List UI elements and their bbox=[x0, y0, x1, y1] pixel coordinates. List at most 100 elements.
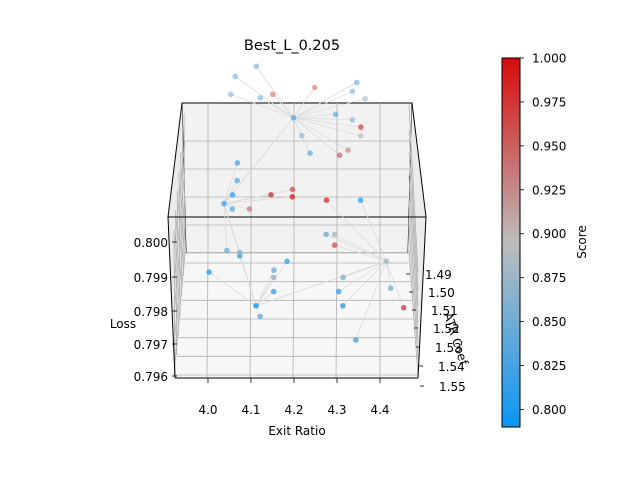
floor-pane bbox=[175, 253, 418, 378]
y-ticks: 1.49 1.50 1.51 1.52 1.53 1.54 1.55 bbox=[406, 268, 466, 394]
data-point bbox=[354, 79, 360, 86]
data-point bbox=[229, 206, 236, 212]
data-point bbox=[383, 258, 390, 265]
data-point bbox=[336, 152, 343, 158]
data-point bbox=[234, 160, 241, 166]
point-link bbox=[255, 269, 275, 306]
grid-line bbox=[408, 224, 419, 359]
z-tick-label: 0.799 bbox=[134, 271, 168, 285]
y-tick-label: 1.49 bbox=[425, 268, 452, 282]
data-point bbox=[358, 133, 364, 139]
x-tick-label: 4.4 bbox=[370, 403, 389, 417]
data-point bbox=[332, 111, 339, 118]
point-link bbox=[255, 66, 294, 119]
z-ticks: 0.796 0.797 0.798 0.799 0.800 bbox=[134, 236, 177, 384]
point-link bbox=[293, 117, 349, 151]
x-axis-label: Exit Ratio bbox=[268, 424, 325, 438]
data-point bbox=[284, 258, 290, 265]
data-point bbox=[228, 91, 234, 98]
point-link bbox=[385, 261, 392, 289]
data-point bbox=[253, 303, 259, 309]
point-link bbox=[223, 189, 293, 204]
point-link bbox=[338, 261, 387, 292]
data-point bbox=[224, 247, 230, 254]
point-link bbox=[208, 271, 257, 307]
y-axis-line bbox=[417, 216, 427, 379]
data-point bbox=[400, 304, 407, 311]
data-point bbox=[271, 267, 277, 273]
data-point bbox=[289, 194, 296, 200]
colorbar-tick-label: 0.975 bbox=[532, 95, 566, 109]
point-link bbox=[293, 98, 366, 119]
x-ticks: 4.0 4.1 4.2 4.3 4.4 bbox=[198, 378, 390, 417]
point-link bbox=[255, 261, 288, 306]
colorbar-tick-label: 0.850 bbox=[532, 315, 566, 329]
y-tick-label: 1.50 bbox=[428, 286, 455, 300]
data-point bbox=[271, 274, 277, 281]
colorbar-label: Score bbox=[575, 225, 589, 259]
data-point bbox=[345, 147, 351, 153]
grid-line bbox=[183, 112, 186, 257]
grid-line bbox=[408, 249, 419, 377]
data-point bbox=[349, 117, 356, 123]
data-point bbox=[257, 313, 264, 320]
point-links bbox=[208, 66, 405, 341]
data-point bbox=[298, 132, 305, 139]
data-point bbox=[353, 337, 359, 343]
data-point bbox=[335, 288, 342, 295]
data-point bbox=[234, 177, 240, 184]
y-axis-label: ATR Coef bbox=[441, 311, 471, 368]
point-link bbox=[260, 97, 294, 119]
point-link bbox=[355, 261, 387, 341]
chart-title: Best_L_0.205 bbox=[244, 38, 340, 54]
point-link bbox=[334, 244, 387, 262]
data-point bbox=[229, 192, 236, 198]
point-link bbox=[360, 200, 387, 262]
colorbar-tick-label: 0.800 bbox=[532, 403, 566, 417]
grid-line bbox=[176, 190, 179, 336]
z-axis-line bbox=[167, 216, 176, 379]
data-point bbox=[349, 88, 356, 95]
point-link bbox=[293, 114, 336, 119]
colorbar-ticks: 0.800 0.825 0.850 0.875 0.900 0.925 0.950 0.975… bbox=[520, 52, 566, 417]
pane-edge bbox=[411, 102, 427, 218]
x-tick-label: 4.1 bbox=[241, 403, 260, 417]
grid-lines bbox=[173, 103, 419, 379]
point-link bbox=[223, 180, 238, 204]
point-link bbox=[293, 117, 361, 137]
data-point bbox=[257, 95, 264, 101]
data-point bbox=[362, 95, 368, 102]
data-point bbox=[268, 192, 274, 198]
point-link bbox=[293, 117, 340, 156]
x-tick-label: 4.2 bbox=[284, 403, 303, 417]
point-link bbox=[235, 76, 294, 119]
point-link bbox=[325, 234, 387, 262]
data-point bbox=[357, 197, 364, 203]
point-link bbox=[293, 117, 353, 121]
data-point bbox=[270, 91, 276, 98]
colorbar-tick-label: 0.950 bbox=[532, 139, 566, 153]
data-point bbox=[323, 231, 329, 238]
point-link bbox=[255, 277, 275, 306]
y-tick-label: 1.55 bbox=[439, 380, 466, 394]
data-point bbox=[289, 186, 296, 193]
colorbar-tick-label: 0.875 bbox=[532, 271, 566, 285]
z-tick-label: 0.800 bbox=[134, 236, 168, 250]
data-point bbox=[206, 269, 212, 275]
point-link bbox=[326, 199, 387, 262]
grid-line bbox=[408, 201, 419, 342]
data-point bbox=[307, 150, 313, 156]
data-point bbox=[290, 115, 297, 121]
x-tick-label: 4.3 bbox=[327, 403, 346, 417]
point-link bbox=[385, 261, 405, 308]
grid-line bbox=[408, 104, 419, 273]
grid-line bbox=[408, 152, 419, 307]
grid-line bbox=[178, 171, 181, 316]
data-point bbox=[270, 288, 277, 295]
z-tick-label: 0.796 bbox=[134, 370, 168, 384]
data-point bbox=[331, 231, 338, 238]
grid-line bbox=[292, 252, 295, 379]
colorbar-tick-label: 0.825 bbox=[532, 359, 566, 373]
